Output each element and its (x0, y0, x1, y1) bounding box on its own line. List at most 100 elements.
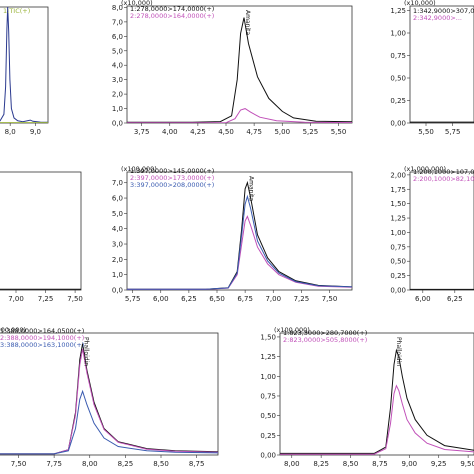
x-tick-label: 7,25 (294, 295, 310, 303)
y-tick-label: 1,75 (390, 186, 406, 194)
scale-label: (x1,000,000) (0, 326, 26, 334)
panel-tic: 8,0 9,0 1:TIC(+) (0, 6, 49, 136)
y-tick-label: 4,0 (112, 62, 123, 70)
legend-entry: 2:342,9000>... (413, 14, 462, 22)
legend-entry: 1:342,9000>307,0000(+) (413, 7, 474, 15)
x-tick-label: 3,75 (134, 128, 150, 136)
y-tick-label: 8,0 (112, 4, 123, 12)
legend-entry: 2:823,0000>505,8000(+) (283, 336, 367, 344)
peak-label: Phalloidin (395, 337, 402, 366)
series-line (0, 389, 218, 455)
y-tick-label: 0,25 (260, 432, 276, 440)
y-tick-label: 4,0 (112, 225, 123, 233)
y-tick-label: 2,0 (112, 91, 123, 99)
x-tick-label: 4,25 (190, 128, 206, 136)
peak-label: Amanita (247, 176, 254, 201)
y-tick-label: 0,75 (390, 52, 406, 60)
panel-p6: 6,00 6,25 0,00 0,25 0,50 0,75 1,00 1,25 1,50 1,75… (390, 165, 474, 303)
y-tick-label: 1,00 (390, 30, 406, 38)
series-group (280, 348, 474, 455)
legend-entry: 1:397,0000>145,0000(+) (130, 167, 214, 175)
y-tick-label: 0,25 (390, 97, 406, 105)
y-tick-label: 1,50 (260, 333, 276, 341)
legend-entry: 1:388,0000>164,0500(+) (0, 327, 84, 335)
y-tick-label: 7,0 (112, 179, 123, 187)
plot-frame (0, 171, 82, 291)
plot-frame (409, 5, 474, 124)
x-tick-label: 7,00 (8, 295, 24, 303)
series-group (127, 180, 352, 290)
y-tick-label: 1,0 (112, 105, 123, 113)
y-tick-label: 0,75 (390, 243, 406, 251)
x-tick-label: 8,75 (372, 460, 388, 468)
x-tick-label: 8,25 (313, 460, 329, 468)
x-tick-label: 4,50 (218, 128, 234, 136)
plot-frame (409, 171, 474, 291)
x-tick-label: 7,75 (46, 460, 62, 468)
peak-label: Amanita (244, 10, 251, 35)
series-group (0, 343, 218, 455)
legend-entry: 2:200,1000>82,1000(+) (413, 175, 474, 183)
x-tick-label: 8,25 (118, 460, 134, 468)
x-tick-label: 8,50 (343, 460, 359, 468)
x-tick-label: 7,25 (38, 295, 54, 303)
x-tick-label: 8,00 (284, 460, 300, 468)
y-tick-label: 6,0 (112, 33, 123, 41)
legend-entry: 1:278,0000>174,0000(+) (130, 5, 214, 13)
x-tick-label: 5,00 (274, 128, 290, 136)
scale-label: (x1,000,000) (404, 165, 446, 173)
x-tick-label: 5,25 (303, 128, 319, 136)
series-group (127, 17, 352, 123)
x-tick-label: 6,25 (447, 295, 463, 303)
x-tick-label: 7,00 (265, 295, 281, 303)
y-tick-label: 6,0 (112, 195, 123, 203)
x-tick-label: 4,00 (162, 128, 178, 136)
panel-p2: 3,75 4,00 4,25 4,50 4,75 5,00 5,25 5,50 0,0 1,0 2,… (112, 0, 353, 136)
y-tick-label: 2,0 (112, 256, 123, 264)
y-tick-label: 7,0 (112, 18, 123, 26)
x-tick-label: 5,50 (331, 128, 347, 136)
legend-entry: 1:200,1000>107,0000(+) (413, 168, 474, 176)
legend-entry: 2:397,0000>173,0000(+) (130, 174, 214, 182)
panel-p5: 5,75 6,00 6,25 6,50 6,75 7,00 7,25 7,50 0,0 1,0 2,… (112, 165, 353, 303)
x-tick-label: 6,50 (209, 295, 225, 303)
y-tick-label: 1,50 (390, 200, 406, 208)
x-tick-label: 7,50 (67, 295, 83, 303)
x-tick-label: 5,75 (125, 295, 141, 303)
scale-label: (x100,000) (121, 165, 157, 173)
y-tick-label: 0,0 (112, 120, 123, 128)
y-tick-label: 1,0 (112, 271, 123, 279)
x-tick-label: 4,75 (246, 128, 262, 136)
y-tick-label: 2,00 (390, 171, 406, 179)
x-tick-label: 7,50 (11, 460, 27, 468)
x-tick-label: 6,75 (237, 295, 253, 303)
plot-frame (279, 332, 474, 456)
y-tick-label: 1,00 (390, 229, 406, 237)
legend-entry: 2:278,0000>164,0000(+) (130, 12, 214, 20)
x-tick-label: 9,25 (431, 460, 447, 468)
y-tick-label: 0,75 (260, 392, 276, 400)
x-tick-label: 8,0 (5, 128, 16, 136)
series-line (127, 194, 352, 290)
y-tick-label: 5,0 (112, 210, 123, 218)
scale-label: (x10,000) (404, 0, 436, 7)
y-tick-label: 0,00 (260, 452, 276, 460)
y-tick-label: 1,25 (390, 7, 406, 15)
y-tick-label: 1,25 (260, 353, 276, 361)
y-tick-label: 0,0 (112, 287, 123, 295)
series-line (127, 108, 352, 123)
x-tick-label: 5,50 (418, 128, 434, 136)
legend-entry: 3:397,0000>208,0000(+) (130, 181, 214, 189)
legend-entry: 3:388,0000>163,1000(+) (0, 341, 84, 349)
x-tick-label: 8,75 (189, 460, 205, 468)
y-tick-label: 0,50 (390, 258, 406, 266)
scale-label: (x100,000) (274, 326, 310, 334)
x-tick-label: 5,75 (445, 128, 461, 136)
series-line (0, 7, 48, 123)
x-tick-label: 9,0 (30, 128, 41, 136)
y-tick-label: 1,25 (390, 215, 406, 223)
plot-frame (0, 332, 219, 456)
x-tick-label: 7,50 (322, 295, 338, 303)
y-tick-label: 0,50 (390, 75, 406, 83)
y-tick-label: 1,00 (260, 373, 276, 381)
